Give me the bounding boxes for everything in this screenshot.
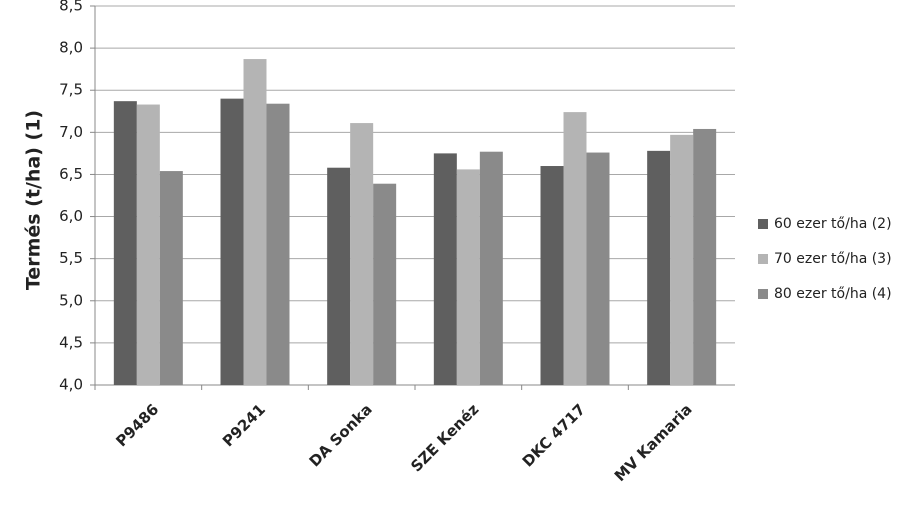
bar [113, 101, 137, 385]
bar [693, 128, 717, 385]
legend-swatch [758, 289, 768, 299]
x-tick-label: SZE Kenéz [407, 400, 482, 475]
bar [159, 171, 183, 385]
bar [563, 112, 587, 386]
bar [327, 167, 351, 385]
bar [266, 103, 290, 385]
bar [586, 152, 610, 385]
bar [479, 151, 503, 385]
y-tick-label: 5,5 [59, 249, 83, 267]
legend-label: 80 ezer tő/ha (4) [774, 286, 892, 302]
bar [456, 169, 480, 385]
y-tick-label: 6,0 [59, 207, 83, 225]
bar [243, 59, 267, 386]
x-tick-label: MV Kamaria [611, 400, 696, 485]
legend-swatch [758, 219, 768, 229]
bar [647, 150, 671, 385]
x-tick-label: P9241 [219, 400, 269, 450]
y-tick-label: 5,0 [59, 291, 83, 309]
x-tick-label: DA Sonka [306, 400, 376, 470]
bar [373, 183, 397, 385]
bar [350, 123, 374, 386]
legend-swatch [758, 254, 768, 264]
y-tick-label: 7,0 [59, 123, 83, 141]
y-axis-title: Termés (t/ha) (1) [23, 110, 45, 290]
y-tick-label: 8,5 [59, 0, 83, 15]
legend-label: 70 ezer tő/ha (3) [774, 251, 892, 267]
y-tick-label: 4,0 [59, 376, 83, 394]
y-tick-label: 7,5 [59, 81, 83, 99]
legend-label: 60 ezer tő/ha (2) [774, 216, 892, 232]
y-tick-label: 8,0 [59, 39, 83, 57]
x-tick-label: P9486 [112, 400, 162, 450]
bar [670, 134, 694, 385]
bar [433, 153, 457, 385]
x-tick-label: DKC 4717 [519, 400, 589, 470]
bar [136, 104, 160, 385]
y-tick-label: 4,5 [59, 333, 83, 351]
y-tick-label: 6,5 [59, 165, 83, 183]
bar [540, 166, 564, 385]
bar [220, 98, 244, 386]
